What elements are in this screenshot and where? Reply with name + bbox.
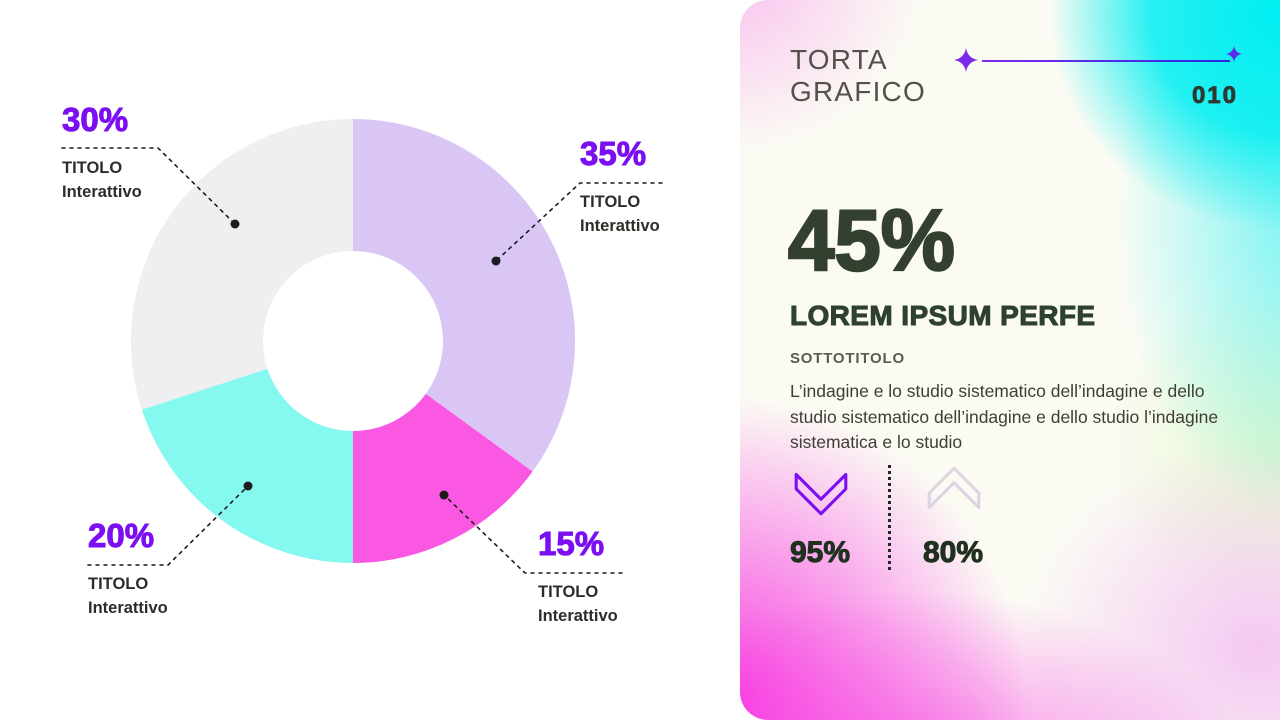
panel-title: TORTA GRAFICO [790, 44, 926, 108]
pie-segment-15 [353, 393, 533, 563]
callout-15: 15% TITOLO Interattivo [538, 524, 618, 628]
callout-30-title-line1: TITOLO [62, 159, 123, 177]
stat-down-column: 95% [790, 465, 891, 570]
callout-35-title-line2: Interattivo [580, 217, 660, 235]
callout-35-title-line1: TITOLO [580, 193, 641, 211]
header-decoration [948, 46, 1248, 76]
leader-dot-15 [439, 490, 449, 500]
pie-segment-30 [131, 119, 353, 410]
decorative-line [982, 60, 1230, 62]
leader-dot-20 [243, 481, 253, 491]
callout-15-title-line2: Interattivo [538, 607, 618, 625]
donut-chart [131, 119, 576, 563]
pie-segment-20 [141, 368, 353, 563]
callout-20-pct: 20% [88, 517, 155, 555]
headline: LOREM IPSUM PERFE [790, 300, 1096, 332]
sparkle-icon [954, 48, 978, 72]
leader-dot-35 [491, 256, 501, 266]
callout-20-title: TITOLO Interattivo [88, 572, 168, 620]
callout-20-title-line1: TITOLO [88, 575, 149, 593]
leader-line-35 [495, 182, 663, 262]
leader-dots [230, 219, 501, 500]
callout-35-pct: 35% [580, 135, 647, 173]
leader-line-20 [87, 485, 249, 566]
callout-30-pct: 30% [62, 101, 129, 139]
callout-15-title-line1: TITOLO [538, 583, 599, 601]
info-panel: TORTA GRAFICO 010 45% LOREM IPSUM PERFE … [740, 0, 1280, 720]
callout-20-title-line2: Interattivo [88, 599, 168, 617]
big-stat: 45% [787, 193, 956, 289]
callout-30: 30% TITOLO Interattivo [62, 100, 142, 204]
callout-35-title: TITOLO Interattivo [580, 190, 660, 238]
chart-area: 30% TITOLO Interattivo 35% TITOLO Intera… [61, 100, 663, 628]
leader-dot-30 [230, 219, 240, 229]
panel-title-line1: TORTA [790, 44, 888, 75]
chevron-down-icon [794, 472, 848, 516]
callout-35: 35% TITOLO Interattivo [580, 134, 660, 238]
subtitle: SOTTOTITOLO [790, 350, 905, 367]
callout-30-title: TITOLO Interattivo [62, 156, 142, 204]
stats-row: 95% 80% [790, 465, 985, 570]
stat-down-value: 95% [790, 536, 851, 570]
sparkle-icon-small [1226, 46, 1242, 62]
page-number: 010 [1191, 82, 1238, 110]
panel-title-line2: GRAFICO [790, 76, 926, 107]
callout-15-title: TITOLO Interattivo [538, 580, 618, 628]
chevron-up-icon [927, 466, 981, 510]
stat-up-column: 80% [891, 465, 985, 570]
callout-15-pct: 15% [538, 525, 605, 563]
leader-lines [61, 147, 663, 574]
callout-30-title-line2: Interattivo [62, 183, 142, 201]
callout-20: 20% TITOLO Interattivo [88, 516, 168, 620]
donut-chart-svg [61, 119, 663, 574]
body-text: L’indagine e lo studio sistematico dell’… [790, 381, 1219, 452]
pie-segment-35 [353, 119, 576, 472]
leader-line-15 [443, 494, 623, 574]
stat-up-value: 80% [923, 536, 984, 570]
leader-line-30 [61, 147, 236, 225]
